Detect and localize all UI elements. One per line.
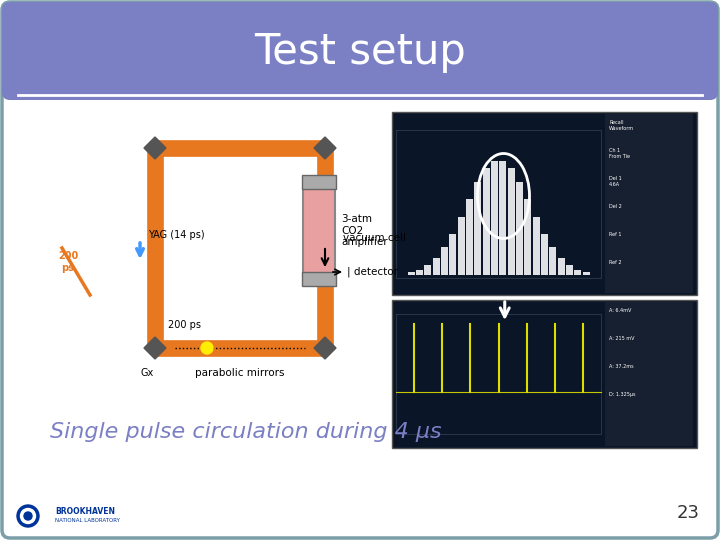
Bar (424, 265, 431, 275)
Circle shape (17, 505, 39, 527)
Text: A: 37.2ms: A: 37.2ms (609, 364, 634, 369)
Circle shape (201, 342, 213, 354)
Text: Ch 1
From Tie: Ch 1 From Tie (609, 148, 630, 159)
Text: BROOKHAVEN: BROOKHAVEN (55, 507, 115, 516)
Bar (392, 300, 697, 448)
Polygon shape (144, 137, 166, 159)
Bar (474, 181, 481, 275)
Bar (457, 217, 464, 275)
Bar (482, 168, 490, 275)
Bar (449, 234, 456, 275)
Bar (302, 175, 336, 189)
Text: 200
ps: 200 ps (58, 251, 78, 273)
Bar (516, 181, 523, 275)
FancyBboxPatch shape (303, 186, 335, 275)
Text: Del 2: Del 2 (609, 204, 622, 215)
Bar (433, 258, 439, 275)
Polygon shape (314, 337, 336, 359)
Text: A: 6.4mV: A: 6.4mV (609, 308, 631, 313)
Polygon shape (144, 337, 166, 359)
Text: YAG (14 ps): YAG (14 ps) (148, 230, 204, 240)
Bar (605, 302, 693, 446)
Bar (18, 65, 702, 97)
Bar (416, 269, 423, 275)
Text: Del 1
4.6A: Del 1 4.6A (609, 176, 622, 187)
Bar (574, 269, 581, 275)
Bar (396, 314, 601, 434)
Text: Gx: Gx (140, 368, 153, 378)
Text: Recall
Waveform: Recall Waveform (609, 120, 634, 131)
Bar (408, 272, 415, 275)
Bar (466, 199, 473, 275)
Text: Ref 2: Ref 2 (609, 260, 621, 271)
Bar (508, 168, 515, 275)
FancyBboxPatch shape (2, 2, 718, 100)
Text: Ref 1: Ref 1 (609, 232, 621, 243)
Text: vacuum cell: vacuum cell (343, 233, 406, 243)
Text: A: 215 mV: A: 215 mV (609, 336, 634, 341)
Bar (392, 112, 697, 295)
Bar (302, 272, 336, 286)
Circle shape (24, 512, 32, 520)
Bar (491, 160, 498, 275)
Text: NATIONAL LABORATORY: NATIONAL LABORATORY (55, 518, 120, 523)
Text: D: 1.325μs: D: 1.325μs (609, 392, 636, 397)
Text: parabolic mirrors: parabolic mirrors (195, 368, 284, 378)
Text: 3-atm
CO2
amplifier: 3-atm CO2 amplifier (341, 214, 387, 247)
Text: 23: 23 (677, 504, 700, 522)
Bar (549, 247, 556, 275)
Polygon shape (314, 137, 336, 159)
Bar (605, 114, 693, 293)
Text: Test setup: Test setup (254, 31, 466, 73)
Bar (582, 272, 590, 275)
Text: 200 ps: 200 ps (168, 320, 201, 330)
Text: | detector: | detector (347, 267, 398, 277)
Bar (14, 500, 144, 532)
Bar (533, 217, 539, 275)
Bar (396, 130, 601, 278)
Text: Single pulse circulation during 4 μs: Single pulse circulation during 4 μs (50, 422, 441, 442)
Bar (441, 247, 448, 275)
Bar (499, 160, 506, 275)
Circle shape (20, 509, 35, 523)
Bar (566, 265, 573, 275)
Bar (524, 199, 531, 275)
Bar (541, 234, 548, 275)
Bar (557, 258, 564, 275)
